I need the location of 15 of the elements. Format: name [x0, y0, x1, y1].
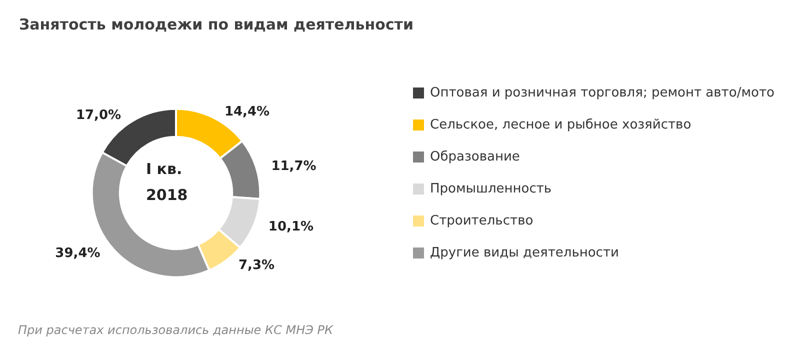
data-label: 39,4% — [55, 246, 100, 262]
text: I кв. 2018 — [146, 160, 188, 204]
legend-label: Строительство — [430, 214, 534, 228]
legend-label: Другие виды деятельности — [430, 246, 619, 260]
legend-label: Промышленность — [430, 182, 552, 196]
data-label: 11,7% — [271, 159, 316, 174]
legend-label: Образование — [430, 150, 520, 164]
legend-label: Сельское, лесное и рыбное хозяйство — [430, 118, 692, 132]
data-label: 17,0% — [76, 108, 122, 123]
text: При расчетах использовались данные КС МНЭ РК — [18, 323, 334, 337]
data-label: 14,4% — [224, 104, 270, 120]
legend-label: Оптовая и розничная торговля; ремонт авто/мото — [430, 86, 775, 100]
data-label: 7,3% — [238, 258, 275, 274]
data-label: 10,1% — [268, 220, 314, 235]
chart-title: Занятость молодежи по видам деятельности — [19, 16, 414, 34]
